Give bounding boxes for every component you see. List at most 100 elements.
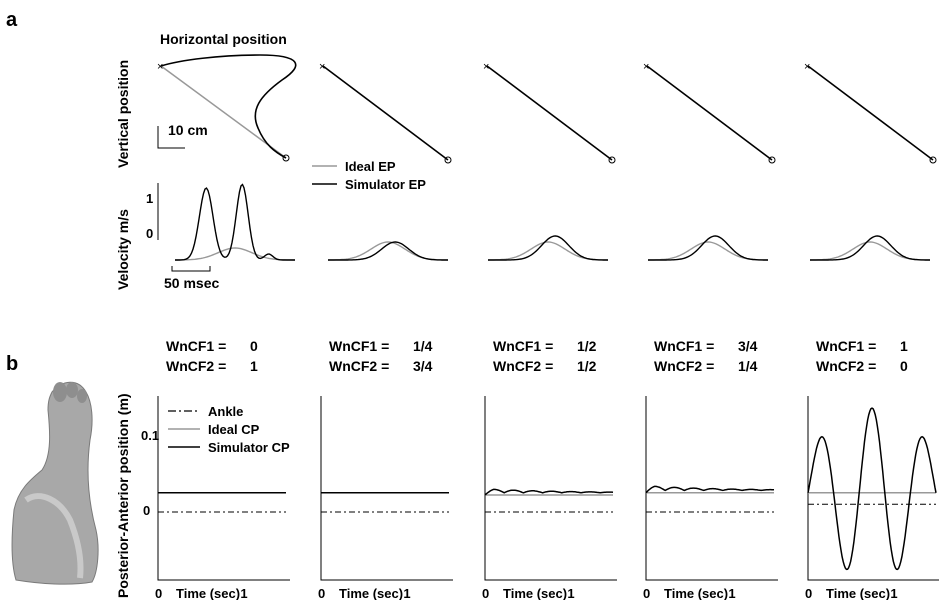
ideal-ep-velocity — [647, 241, 769, 261]
x-tick-0: 0 — [643, 586, 650, 600]
x-axis-label: Time (sec) — [503, 586, 567, 600]
simulator-cp-line — [484, 488, 614, 496]
trajectory-plot-2: × — [319, 61, 452, 164]
x-tick-1: 1 — [890, 586, 897, 600]
simulator-ep-trajectory — [486, 65, 613, 161]
x-tick-1: 1 — [240, 586, 247, 600]
legend-ankle: Ankle — [208, 404, 243, 419]
time-scale-bar — [171, 266, 211, 272]
simulator-ep-velocity — [328, 241, 448, 261]
wncf1-label: WnCF1 = — [166, 338, 226, 354]
simulator-ep-trajectory — [160, 54, 297, 159]
simulator-ep-velocity — [175, 183, 295, 261]
start-marker: × — [319, 61, 325, 73]
velocity-label: Velocity m/s — [115, 209, 131, 290]
end-marker — [929, 156, 937, 164]
start-marker: × — [643, 61, 649, 73]
wncf1-value: 3/4 — [738, 338, 758, 354]
trajectory-plot-5: × — [804, 61, 937, 164]
x-axis-label: Time (sec) — [339, 586, 403, 600]
legend-ideal-ep: Ideal EP — [345, 159, 396, 174]
end-marker — [444, 156, 452, 164]
wncf1-value: 1/2 — [577, 338, 597, 354]
velocity-plot-1 — [175, 183, 295, 261]
end-marker — [768, 156, 776, 164]
x-tick-1: 1 — [567, 586, 574, 600]
wncf2-label: WnCF2 = — [654, 358, 714, 374]
x-tick-0: 0 — [482, 586, 489, 600]
axes — [320, 396, 453, 581]
simulator-ep-velocity — [488, 235, 608, 261]
x-axis-label: Time (sec) — [176, 586, 240, 600]
y-tick-0-1: 0.1 — [141, 428, 159, 443]
vertical-position-label: Vertical position — [115, 60, 131, 168]
wncf1-label: WnCF1 = — [816, 338, 876, 354]
ideal-ep-velocity — [175, 247, 295, 261]
x-tick-1: 1 — [728, 586, 735, 600]
axes — [157, 396, 290, 581]
position-scale-bar — [157, 126, 185, 149]
wncf1-label: WnCF1 = — [493, 338, 553, 354]
time-scale-label: 50 msec — [164, 275, 219, 291]
simulator-ep-trajectory — [807, 65, 934, 161]
axes — [645, 396, 778, 581]
velocity-tick-1: 1 — [146, 191, 153, 206]
axes — [807, 396, 939, 581]
x-tick-0: 0 — [155, 586, 162, 600]
velocity-plot-4 — [647, 235, 769, 261]
wncf2-value: 1/2 — [577, 358, 597, 374]
wncf2-value: 1/4 — [738, 358, 758, 374]
legend-ideal-cp: Ideal CP — [208, 422, 260, 437]
y-tick-0: 0 — [143, 503, 150, 518]
wncf2-label: WnCF2 = — [816, 358, 876, 374]
velocity-plot-2 — [327, 241, 449, 261]
panel-label-b: b — [6, 353, 18, 375]
simulator-ep-velocity — [648, 235, 768, 261]
wncf2-value: 0 — [900, 358, 908, 374]
foot-illustration — [11, 381, 99, 585]
wncf2-label: WnCF2 = — [329, 358, 389, 374]
panel-label-a: a — [6, 9, 18, 31]
wncf2-label: WnCF2 = — [166, 358, 226, 374]
wncf2-label: WnCF2 = — [493, 358, 553, 374]
simulator-cp-line — [807, 407, 937, 571]
wncf1-value: 0 — [250, 338, 258, 354]
x-axis-label: Time (sec) — [664, 586, 728, 600]
wncf1-value: 1/4 — [413, 338, 433, 354]
ideal-ep-velocity — [809, 241, 931, 261]
simulator-cp-line — [645, 485, 775, 494]
axes — [484, 396, 617, 581]
wncf2-value: 3/4 — [413, 358, 433, 374]
end-marker — [282, 154, 290, 162]
start-marker: × — [157, 61, 163, 73]
trajectory-plot-1: × — [157, 54, 297, 162]
start-marker: × — [804, 61, 810, 73]
horizontal-position-title: Horizontal position — [160, 31, 287, 47]
x-tick-1: 1 — [403, 586, 410, 600]
legend-simulator-cp: Simulator CP — [208, 440, 290, 455]
end-marker — [608, 156, 616, 164]
ideal-ep-velocity — [487, 241, 609, 261]
x-axis-label: Time (sec) — [826, 586, 890, 600]
trajectory-plot-3: × — [483, 61, 616, 164]
velocity-plot-3 — [487, 235, 609, 261]
wncf1-value: 1 — [900, 338, 908, 354]
simulator-ep-trajectory — [646, 65, 773, 161]
ideal-ep-trajectory — [160, 65, 287, 159]
legend-simulator-ep: Simulator EP — [345, 177, 426, 192]
wncf2-value: 1 — [250, 358, 258, 374]
posterior-anterior-label: Posterior-Anterior position (m) — [115, 393, 131, 598]
velocity-plot-5 — [809, 235, 931, 261]
start-marker: × — [483, 61, 489, 73]
wncf1-label: WnCF1 = — [654, 338, 714, 354]
velocity-tick-0: 0 — [146, 226, 153, 241]
simulator-ep-velocity — [810, 235, 930, 261]
simulator-ep-trajectory — [322, 65, 449, 161]
x-tick-0: 0 — [805, 586, 812, 600]
position-scale-label: 10 cm — [168, 122, 208, 138]
